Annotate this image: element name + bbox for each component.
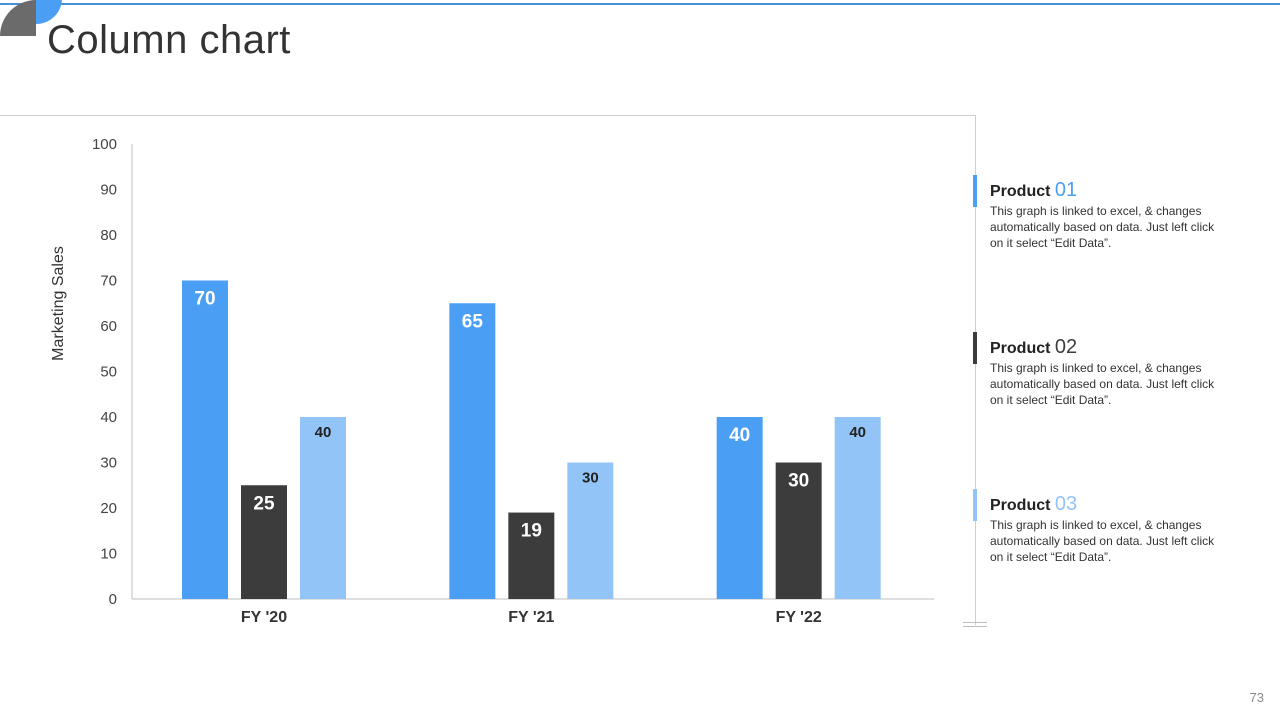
legend-swatch bbox=[973, 175, 977, 207]
legend-label: Product bbox=[990, 340, 1051, 357]
y-tick-label: 0 bbox=[109, 591, 117, 608]
data-label: 40 bbox=[315, 424, 332, 441]
y-tick-label: 10 bbox=[100, 546, 117, 563]
frame-foot-line bbox=[963, 622, 987, 623]
legend-number: 01 bbox=[1054, 179, 1078, 201]
bar bbox=[834, 417, 881, 599]
bar bbox=[449, 303, 496, 599]
data-label: 25 bbox=[253, 493, 275, 514]
bar bbox=[716, 417, 763, 599]
data-label: 30 bbox=[788, 471, 809, 492]
y-tick-label: 80 bbox=[100, 227, 117, 244]
column-chart: 0 10 20 30 40 50 60 70 80 90 100 Marketing Sales 70 2… bbox=[50, 136, 934, 626]
x-tick-label: FY '21 bbox=[508, 609, 554, 626]
bar bbox=[567, 462, 614, 599]
legend-label: Product bbox=[990, 183, 1051, 200]
y-tick-label: 90 bbox=[100, 182, 117, 199]
chart-frame-right bbox=[975, 115, 976, 625]
page-title: Column chart bbox=[47, 18, 291, 62]
bar bbox=[508, 512, 555, 599]
legend-heading: Product 01 bbox=[990, 179, 1077, 202]
page-number: 73 bbox=[1249, 690, 1264, 705]
x-tick-label: FY '22 bbox=[776, 609, 822, 626]
data-label: 40 bbox=[729, 425, 750, 446]
top-accent-line bbox=[0, 3, 1280, 5]
bar bbox=[300, 417, 346, 599]
legend-swatch bbox=[973, 332, 977, 364]
bar bbox=[241, 485, 287, 599]
frame-foot-line bbox=[963, 626, 987, 627]
y-tick-label: 30 bbox=[100, 455, 117, 472]
y-tick-label: 20 bbox=[100, 500, 117, 517]
bar bbox=[182, 280, 228, 599]
corner-logo-icon bbox=[0, 0, 62, 36]
data-label: 40 bbox=[849, 424, 866, 441]
legend-number: 02 bbox=[1054, 336, 1078, 358]
data-label: 19 bbox=[521, 521, 542, 542]
data-label: 65 bbox=[462, 311, 484, 332]
legend-description: This graph is linked to excel, & changes… bbox=[990, 518, 1215, 564]
x-tick-label: FY '20 bbox=[241, 609, 287, 626]
legend-heading: Product 02 bbox=[990, 336, 1077, 359]
y-tick-label: 70 bbox=[100, 273, 117, 290]
y-tick-label: 40 bbox=[100, 409, 117, 426]
legend-label: Product bbox=[990, 497, 1051, 514]
y-axis-label: Marketing Sales bbox=[50, 246, 67, 361]
legend-description: This graph is linked to excel, & changes… bbox=[990, 204, 1215, 250]
legend-swatch bbox=[973, 489, 977, 521]
y-tick-label: 60 bbox=[100, 318, 117, 335]
chart-frame-top bbox=[0, 115, 975, 116]
legend-number: 03 bbox=[1054, 493, 1078, 515]
data-label: 70 bbox=[194, 289, 215, 310]
bar bbox=[775, 462, 822, 599]
y-tick-label: 50 bbox=[100, 364, 117, 381]
legend-heading: Product 03 bbox=[990, 493, 1077, 516]
y-tick-label: 100 bbox=[92, 136, 117, 153]
legend-description: This graph is linked to excel, & changes… bbox=[990, 361, 1215, 407]
data-label: 30 bbox=[582, 470, 599, 487]
